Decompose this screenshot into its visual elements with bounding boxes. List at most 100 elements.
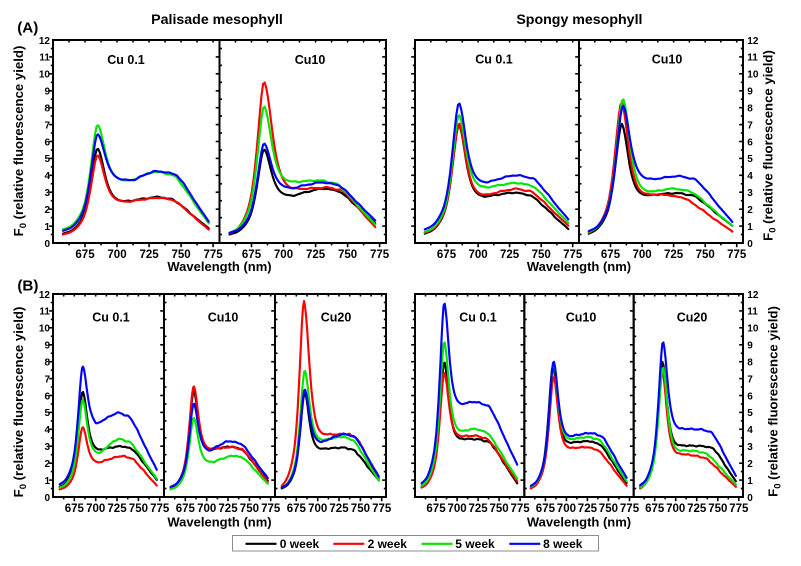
svg-text:8: 8 — [44, 358, 50, 369]
svg-text:775: 775 — [727, 249, 747, 261]
svg-text:775: 775 — [204, 249, 224, 261]
svg-text:9: 9 — [44, 87, 50, 98]
svg-text:Cu 0.1: Cu 0.1 — [107, 53, 145, 67]
svg-text:0 week: 0 week — [280, 537, 320, 551]
svg-text:Cu20: Cu20 — [677, 311, 708, 325]
svg-text:700: 700 — [197, 503, 216, 515]
svg-text:675: 675 — [242, 249, 262, 261]
svg-text:4: 4 — [44, 425, 50, 436]
svg-text:2: 2 — [747, 205, 753, 216]
svg-text:4: 4 — [44, 171, 50, 182]
svg-text:11: 11 — [39, 53, 50, 64]
svg-text:0: 0 — [747, 239, 753, 250]
svg-text:8: 8 — [747, 358, 753, 369]
svg-text:675: 675 — [645, 503, 665, 515]
svg-text:725: 725 — [469, 503, 489, 515]
svg-text:5: 5 — [44, 408, 50, 419]
svg-text:12: 12 — [747, 36, 759, 47]
svg-text:6: 6 — [44, 137, 50, 148]
svg-text:0: 0 — [44, 239, 50, 250]
svg-text:7: 7 — [44, 120, 50, 131]
svg-text:5: 5 — [747, 408, 753, 419]
svg-text:775: 775 — [370, 249, 390, 261]
svg-text:Wavelength (nm): Wavelength (nm) — [167, 515, 271, 530]
svg-text:750: 750 — [490, 503, 509, 515]
svg-text:775: 775 — [261, 503, 281, 515]
svg-text:3: 3 — [747, 188, 753, 199]
svg-text:725: 725 — [306, 249, 326, 261]
svg-text:F0 (relative fluorescence yiel: F0 (relative fluorescence yield) — [761, 50, 779, 241]
svg-text:5: 5 — [747, 154, 753, 165]
svg-text:750: 750 — [599, 503, 618, 515]
svg-text:775: 775 — [563, 249, 583, 261]
svg-text:Cu 0.1: Cu 0.1 — [459, 311, 497, 325]
svg-text:675: 675 — [65, 503, 85, 515]
svg-text:Cu 0.1: Cu 0.1 — [475, 53, 513, 67]
svg-text:Cu 0.1: Cu 0.1 — [92, 311, 130, 325]
svg-text:11: 11 — [39, 307, 50, 318]
svg-text:700: 700 — [274, 249, 293, 261]
svg-text:0: 0 — [747, 493, 753, 504]
svg-text:750: 750 — [172, 249, 191, 261]
svg-text:F0 (relative fluorescence yiel: F0 (relative fluorescence yield) — [766, 306, 784, 497]
svg-text:4: 4 — [747, 171, 753, 182]
svg-text:700: 700 — [666, 503, 685, 515]
svg-text:725: 725 — [500, 249, 520, 261]
svg-text:8: 8 — [747, 104, 753, 115]
svg-text:2: 2 — [747, 459, 753, 470]
svg-text:12: 12 — [39, 290, 51, 301]
svg-text:(A): (A) — [17, 19, 38, 36]
svg-text:725: 725 — [687, 503, 707, 515]
svg-text:12: 12 — [747, 290, 759, 301]
svg-text:8 week: 8 week — [543, 537, 583, 551]
svg-text:750: 750 — [338, 249, 357, 261]
svg-text:1: 1 — [44, 476, 50, 487]
svg-text:775: 775 — [150, 503, 170, 515]
svg-text:675: 675 — [176, 503, 196, 515]
svg-text:750: 750 — [532, 249, 551, 261]
svg-text:Wavelength (nm): Wavelength (nm) — [167, 259, 271, 274]
svg-text:11: 11 — [747, 53, 758, 64]
svg-text:2: 2 — [44, 459, 50, 470]
svg-text:F0 (relative fluorescence yiel: F0 (relative fluorescence yield) — [11, 46, 29, 237]
svg-text:750: 750 — [708, 503, 727, 515]
svg-text:9: 9 — [747, 87, 753, 98]
svg-text:675: 675 — [601, 249, 621, 261]
svg-text:6: 6 — [44, 391, 50, 402]
svg-text:3: 3 — [44, 188, 50, 199]
svg-text:10: 10 — [39, 70, 51, 81]
svg-text:700: 700 — [633, 249, 652, 261]
svg-text:700: 700 — [107, 249, 126, 261]
svg-text:1: 1 — [747, 476, 753, 487]
svg-text:F0 (relative fluorescence yiel: F0 (relative fluorescence yield) — [11, 307, 29, 498]
svg-text:700: 700 — [557, 503, 576, 515]
svg-text:750: 750 — [351, 503, 370, 515]
svg-text:675: 675 — [75, 249, 95, 261]
svg-text:725: 725 — [578, 503, 598, 515]
svg-text:675: 675 — [536, 503, 556, 515]
svg-text:675: 675 — [426, 503, 446, 515]
svg-text:775: 775 — [729, 503, 749, 515]
svg-text:7: 7 — [747, 374, 753, 385]
svg-text:11: 11 — [747, 307, 758, 318]
svg-text:Palisade mesophyll: Palisade mesophyll — [151, 12, 283, 28]
svg-text:12: 12 — [39, 36, 51, 47]
svg-text:10: 10 — [747, 324, 759, 335]
svg-text:Cu10: Cu10 — [208, 311, 239, 325]
svg-text:Cu10: Cu10 — [566, 311, 597, 325]
svg-text:Cu20: Cu20 — [321, 311, 352, 325]
svg-text:675: 675 — [287, 503, 307, 515]
svg-text:700: 700 — [86, 503, 105, 515]
svg-text:Spongy mesophyll: Spongy mesophyll — [516, 12, 642, 28]
svg-text:5: 5 — [44, 154, 50, 165]
svg-text:Cu10: Cu10 — [652, 53, 683, 67]
svg-text:700: 700 — [308, 503, 327, 515]
svg-text:Wavelength (nm): Wavelength (nm) — [527, 259, 631, 274]
svg-text:7: 7 — [747, 120, 753, 131]
svg-text:775: 775 — [511, 503, 531, 515]
svg-text:775: 775 — [372, 503, 392, 515]
svg-text:775: 775 — [620, 503, 640, 515]
svg-text:1: 1 — [747, 222, 753, 233]
svg-text:10: 10 — [747, 70, 759, 81]
svg-text:Wavelength (nm): Wavelength (nm) — [527, 515, 631, 530]
